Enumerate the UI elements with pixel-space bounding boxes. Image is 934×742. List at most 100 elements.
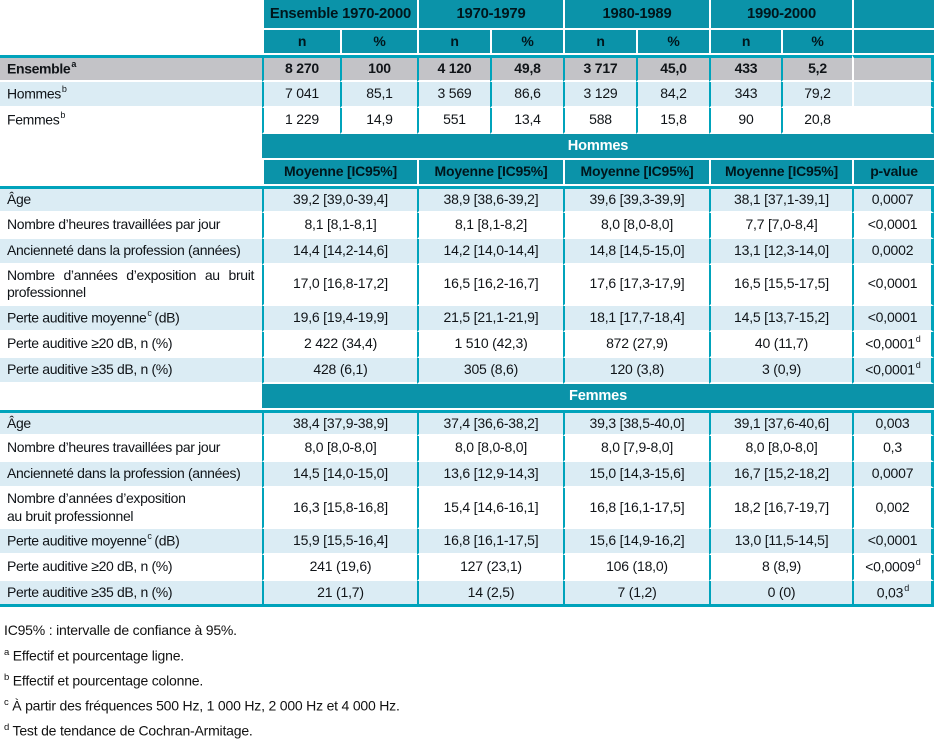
footnote-marker: d [4,722,10,734]
table-row: Perte auditive moyennec (dB) 15,9 [15,5-1… [0,529,934,556]
table-row: Âge 38,4 [37,9-38,9] 37,4 [36,6-38,2] 39,3 … [0,409,934,437]
cell-value: 127 (23,1) [417,555,563,582]
cell-value: 4 120 [417,55,490,83]
cell-value: 79,2 [781,82,852,109]
sub-col-pct: % [490,30,563,55]
cell-value: 16,3 [15,8-16,8] [262,488,417,530]
footnote-marker: b [4,671,10,683]
table-row: Nombre d’années d’exposition au bruit pr… [0,264,934,306]
cell-value: 3 717 [563,55,636,83]
cell-value: 7,7 [7,0-8,4] [709,212,852,239]
cell-value: 8,0 [8,0-8,0] [563,212,709,239]
row-label: Perte auditive ≥35 dB, n (%) [0,357,262,384]
row-label: Âge [0,409,262,437]
cell-value: 5,2 [781,55,852,83]
table-row: Ancienneté dans la profession (années) 14… [0,238,934,265]
footnote-marker: c [4,696,9,708]
corner-cell [0,0,262,30]
cell-value: 18,1 [17,7-18,4] [563,305,709,332]
cell-p-value: 0,0007 [852,462,934,489]
cell-value: 21 (1,7) [262,581,417,608]
cell-value: 14,9 [340,108,417,135]
cell-value: 433 [709,55,781,83]
table-row: Ensemblea 8 270 100 4 120 49,8 3 717 45,0 433 5,… [0,55,934,83]
cell-value: 14,4 [14,2-14,6] [262,238,417,265]
table-row: Ancienneté dans la profession (années) 14… [0,462,934,489]
table-row: Perte auditive ≥20 dB, n (%) 241 (19,6) 12… [0,555,934,582]
cell-value: 16,8 [16,1-17,5] [417,529,563,556]
band-spacer [0,134,262,161]
cell-value: 37,4 [36,6-38,2] [417,409,563,437]
cell-value: 13,6 [12,9-14,3] [417,462,563,489]
cell-value: 428 (6,1) [262,357,417,384]
table-row: Nombre d’années d’exposition au bruit pr… [0,488,934,530]
footnote-line: c À partir des fréquences 500 Hz, 1 000 … [4,696,400,714]
cell-p-value: <0,0001d [852,331,934,358]
cell-p-value: 0,3 [852,436,934,463]
sub-col-n: n [417,30,490,55]
cell-value: 15,0 [14,3-15,6] [563,462,709,489]
row-label: Perte auditive ≥35 dB, n (%) [0,581,262,608]
period-header-row: Ensemble 1970-2000 1970-1979 1980-1989 1… [0,0,934,30]
cell-value: 15,8 [636,108,709,135]
cell-value: 39,2 [39,0-39,4] [262,186,417,213]
cell-value: 39,3 [38,5-40,0] [563,409,709,437]
superscript-marker: b [60,110,66,121]
cell-value: 7 (1,2) [563,581,709,608]
corner-cell [0,160,262,187]
cell-value: 40 (11,7) [709,331,852,358]
cell-value: 13,4 [490,108,563,135]
cell-value: 106 (18,0) [563,555,709,582]
col-group-1970-1979: 1970-1979 [417,0,563,30]
table-row: Perte auditive ≥35 dB, n (%) 21 (1,7) 14 (… [0,581,934,608]
table-row: Nombre d’heures travaillées par jour 8,0 … [0,436,934,463]
cell-p-value: <0,0001 [852,305,934,332]
footnotes: IC95% : intervalle de confiance à 95%. a … [0,620,934,742]
cell-value: 8,0 [8,0-8,0] [709,436,852,463]
cell-p-value: 0,0002 [852,238,934,265]
sub-col-n: n [262,30,340,55]
cell-p-value-empty [852,108,934,135]
band-spacer [0,383,262,410]
row-label: Perte auditive ≥20 dB, n (%) [0,555,262,582]
cell-value: 39,1 [37,6-40,6] [709,409,852,437]
cell-value: 872 (27,9) [563,331,709,358]
table-row: Perte auditive ≥35 dB, n (%) 428 (6,1) 305… [0,357,934,384]
cell-p-value: 0,03d [852,581,934,608]
section-band-femmes: Femmes [262,383,934,410]
cell-p-value: 0,0007 [852,186,934,213]
superscript-marker: d [915,557,921,568]
cell-value: 241 (19,6) [262,555,417,582]
cell-value: 3 129 [563,82,636,109]
p-value-header: p-value [852,160,934,187]
col-group-empty [852,0,934,30]
sub-col-pct: % [781,30,852,55]
cell-value: 15,9 [15,5-16,4] [262,529,417,556]
cell-p-value-empty [852,55,934,83]
cell-value: 305 (8,6) [417,357,563,384]
row-label: Nombre d’heures travaillées par jour [0,212,262,239]
footnote-line: IC95% : intervalle de confiance à 95%. [4,622,237,639]
row-label: Âge [0,186,262,213]
cell-p-value-empty [852,82,934,109]
cell-value: 38,1 [37,1-39,1] [709,186,852,213]
cell-value: 120 (3,8) [563,357,709,384]
footnote-marker: a [4,646,10,658]
statistics-table: Ensemble 1970-2000 1970-1979 1980-1989 1… [0,0,934,608]
row-label: Ancienneté dans la profession (années) [0,238,262,265]
cell-value: 8,0 [8,0-8,0] [262,436,417,463]
cell-p-value: 0,002 [852,488,934,530]
cell-value: 14,5 [13,7-15,2] [709,305,852,332]
sub-col-pct: % [340,30,417,55]
superscript-marker: b [61,84,67,95]
cell-value: 1 510 (42,3) [417,331,563,358]
table-row: Hommesb 7 041 85,1 3 569 86,6 3 129 84,2 343 79,… [0,82,934,109]
cell-value: 3 569 [417,82,490,109]
superscript-marker: d [904,582,910,593]
cell-value: 17,0 [16,8-17,2] [262,264,417,306]
cell-value: 18,2 [16,7-19,7] [709,488,852,530]
cell-p-value: <0,0001 [852,212,934,239]
table-row: Perte auditive moyennec (dB) 19,6 [19,4-1… [0,305,934,332]
superscript-marker: c [147,531,152,542]
